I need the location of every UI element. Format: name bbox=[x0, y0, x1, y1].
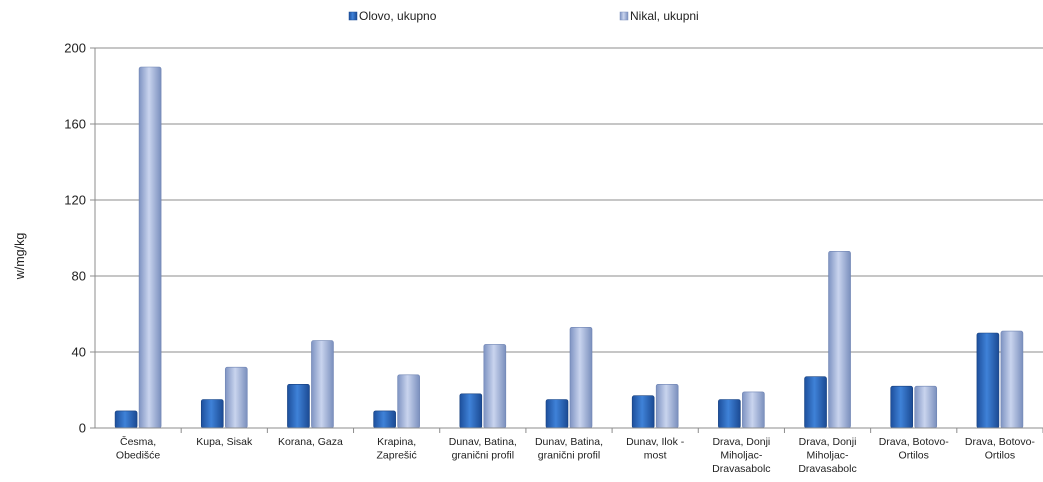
category-label: Česma, bbox=[120, 435, 156, 448]
category-label: granični profil bbox=[452, 450, 514, 462]
category-label: Obedišće bbox=[116, 450, 161, 462]
y-axis-title: w/mg/kg bbox=[13, 233, 27, 281]
bar-nikal bbox=[914, 385, 938, 429]
category-label: Ortilos bbox=[985, 450, 1015, 462]
bar-olovo bbox=[545, 399, 569, 429]
bar-nikal bbox=[483, 344, 507, 429]
bar-olovo bbox=[373, 410, 396, 429]
bar-olovo bbox=[718, 399, 741, 429]
category-label: Kupa, Sisak bbox=[196, 436, 253, 448]
category-label: Krapina, bbox=[377, 436, 416, 448]
category-label: Korana, Gaza bbox=[278, 436, 343, 448]
bar-nikal bbox=[655, 383, 679, 429]
bar-olovo bbox=[459, 393, 483, 429]
y-tick-label: 40 bbox=[72, 345, 86, 360]
category-label: Dunav, Batina, bbox=[449, 436, 517, 448]
category-label: Drava, Donji bbox=[712, 436, 770, 448]
y-tick-label: 120 bbox=[64, 193, 86, 208]
y-tick-label: 200 bbox=[64, 41, 86, 56]
legend-label-nikal: Nikal, ukupni bbox=[630, 9, 699, 23]
category-label: Drava, Botovo- bbox=[965, 436, 1036, 448]
category-label: Dunav, Ilok - bbox=[626, 436, 685, 448]
legend-swatch-olovo bbox=[348, 11, 358, 21]
category-label: most bbox=[644, 450, 667, 462]
bar-nikal bbox=[397, 374, 420, 429]
category-label: Dunav, Batina, bbox=[535, 436, 603, 448]
bar-nikal bbox=[1000, 330, 1024, 429]
category-label: granični profil bbox=[538, 450, 600, 462]
bar-olovo bbox=[890, 385, 914, 429]
bar-olovo bbox=[287, 383, 310, 429]
y-tick-label: 0 bbox=[79, 421, 86, 436]
bar-nikal bbox=[569, 326, 593, 429]
bar-nikal bbox=[138, 66, 162, 429]
x-axis bbox=[94, 48, 1043, 433]
bar-olovo bbox=[200, 399, 224, 429]
legend-swatch-nikal bbox=[619, 11, 629, 21]
bar-olovo bbox=[976, 332, 1000, 429]
legend: Olovo, ukupno Nikal, ukupni bbox=[348, 9, 699, 23]
y-tick-label: 80 bbox=[72, 269, 86, 284]
bar-olovo bbox=[631, 395, 655, 429]
category-label: Dravasabolc bbox=[798, 463, 856, 475]
y-axis-ticks: 0 40 80 120 160 200 bbox=[64, 41, 95, 436]
category-label: Dravasabolc bbox=[712, 463, 770, 475]
legend-label-olovo: Olovo, ukupno bbox=[359, 9, 437, 23]
category-label: Zaprešić bbox=[377, 450, 417, 462]
category-label: Ortilos bbox=[899, 450, 929, 462]
category-label: Miholjac- bbox=[807, 450, 850, 462]
category-label: Drava, Botovo- bbox=[879, 436, 950, 448]
bar-nikal bbox=[224, 366, 248, 429]
category-label: Miholjac- bbox=[720, 450, 763, 462]
bar-olovo bbox=[804, 376, 827, 429]
bar-nikal bbox=[742, 391, 765, 429]
bars bbox=[114, 66, 1024, 429]
bar-nikal bbox=[311, 340, 334, 429]
category-labels: Česma, Obedišće Kupa, Sisak Korana, Gaza Kra… bbox=[116, 435, 1036, 475]
bar-olovo bbox=[114, 410, 138, 429]
bar-nikal bbox=[828, 251, 851, 429]
y-tick-label: 160 bbox=[64, 117, 86, 132]
category-label: Drava, Donji bbox=[799, 436, 857, 448]
